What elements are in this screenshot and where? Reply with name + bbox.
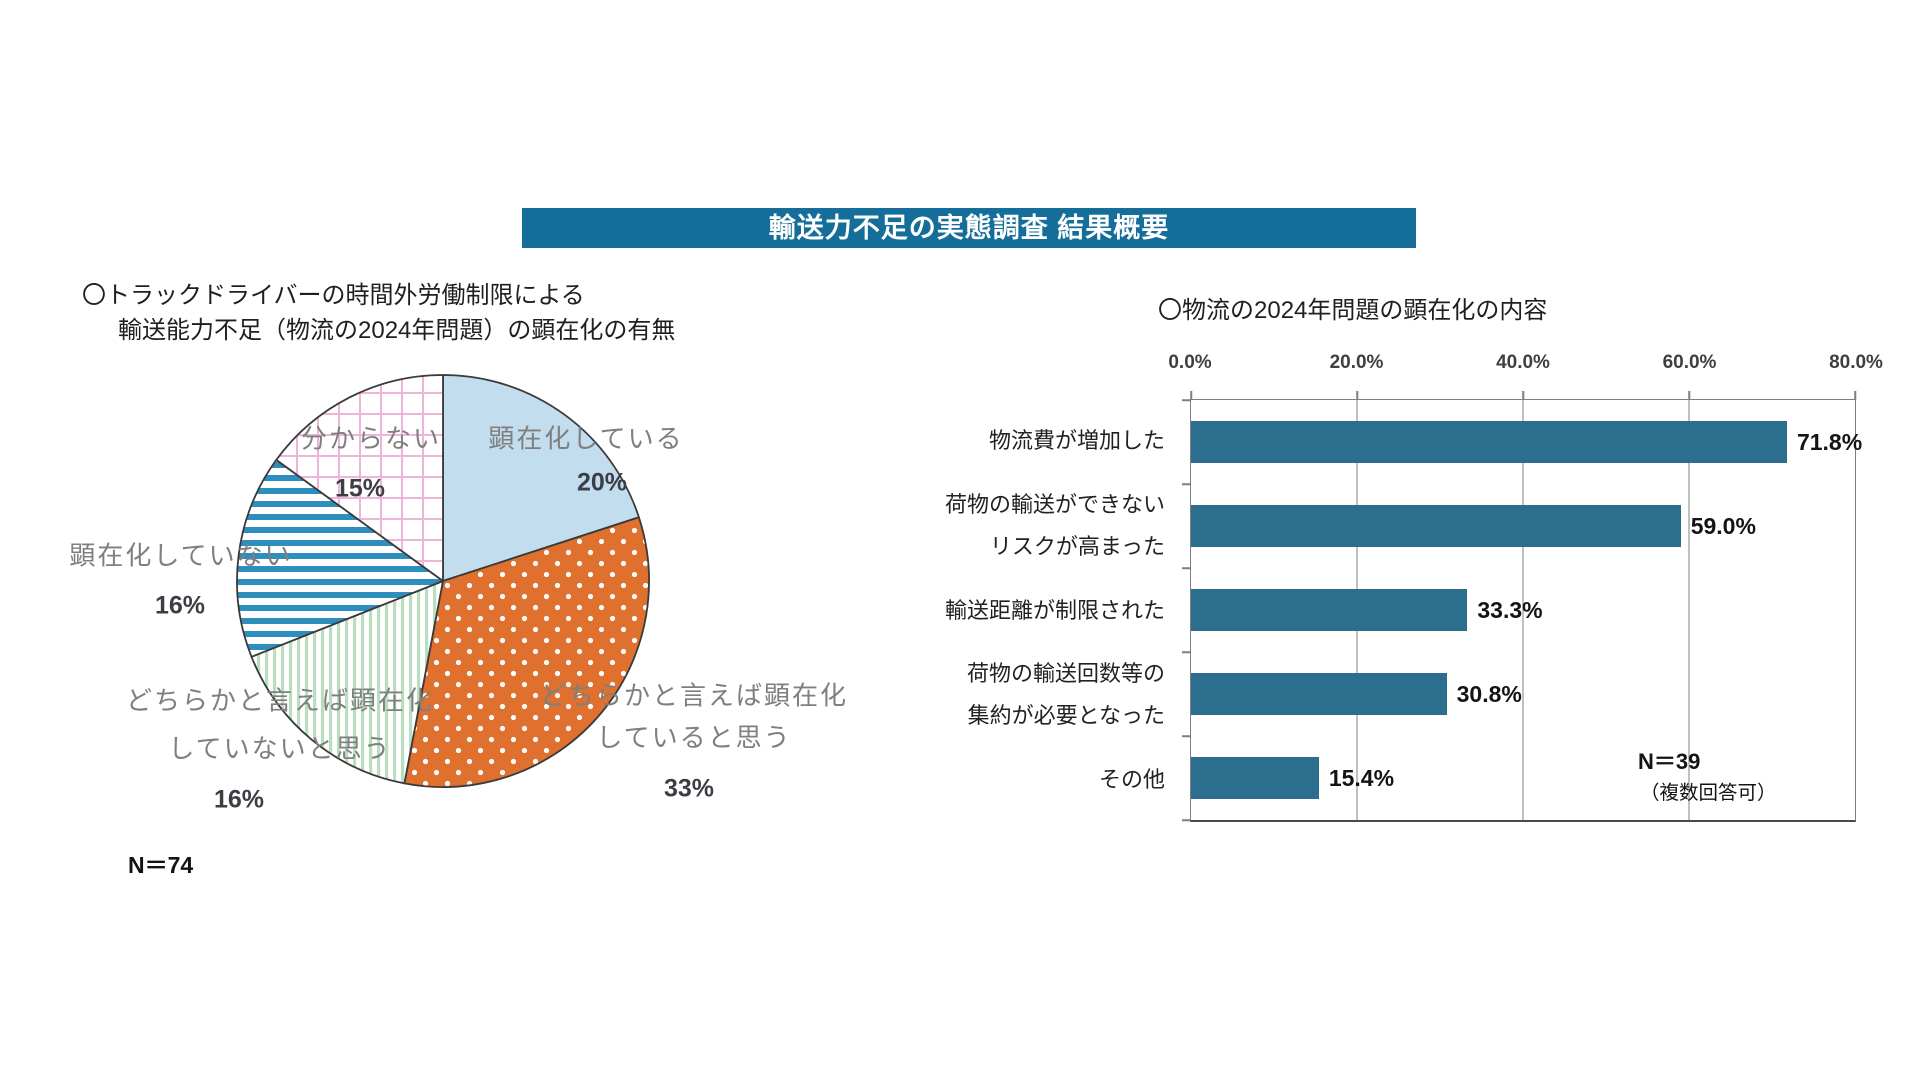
bar-row: 59.0% [1191, 484, 1855, 568]
pie-label-somewhat-line2: していると思う [596, 722, 792, 753]
y-tick-mark [1182, 735, 1191, 737]
bar-row: 15.4% [1191, 736, 1855, 820]
pie-label-manifest: 顕在化している [488, 423, 684, 454]
bar-sample-size: N＝39 [1638, 749, 1701, 774]
bar-category-label: 荷物の輸送回数等の 集約が必要となった [967, 653, 1165, 737]
pie-label-somewhat-not-line2: していないと思う [168, 733, 392, 764]
page-title-banner: 輸送力不足の実態調査 結果概要 [522, 208, 1416, 248]
bar-category-label: その他 [1099, 759, 1165, 801]
pie-pct-unknown: 15% [334, 474, 386, 503]
bar-chart-plot-area: 71.8% 59.0% 33.3% 30.8% 15.4% [1182, 391, 1862, 822]
bar-category-label-line: リスクが高まった [989, 533, 1165, 559]
x-tick-mark [1190, 391, 1192, 400]
pie-slice-0 [442, 374, 640, 582]
gridline [1522, 400, 1524, 820]
y-tick-mark [1182, 399, 1191, 401]
x-tick-label: 0.0% [1168, 352, 1212, 373]
bar [1191, 589, 1468, 631]
bar-value-label: 30.8% [1456, 680, 1522, 707]
bar [1191, 673, 1447, 715]
x-tick-mark [1356, 391, 1358, 400]
pie-pct-somewhat-not: 16% [213, 785, 265, 814]
bar-category-label-line: 物流費が増加した [988, 428, 1165, 454]
bar-row: 71.8% [1191, 400, 1862, 484]
x-tick-label: 20.0% [1329, 352, 1384, 373]
bar-value-label: 15.4% [1328, 764, 1395, 791]
bar-category-label: 物流費が増加した [989, 420, 1165, 462]
pie-chart [236, 374, 650, 788]
x-tick-mark [1854, 391, 1856, 400]
bar-category-label-line: 荷物の輸送ができない [944, 491, 1165, 517]
pie-pct-somewhat: 33% [663, 774, 715, 803]
gridline [1688, 400, 1690, 820]
bar-row: 30.8% [1191, 652, 1855, 736]
x-axis-tick-labels: 0.0% 20.0% 40.0% 60.0% 80.0% [1168, 352, 1883, 382]
bar-category-label-line: 輸送距離が制限された [944, 597, 1165, 623]
pie-label-unknown: 分からない [300, 423, 442, 454]
y-tick-mark [1182, 483, 1191, 485]
pie-label-not-manifest: 顕在化していない [69, 540, 293, 571]
y-tick-mark [1182, 651, 1191, 653]
bar-chart-title: 〇物流の2024年問題の顕在化の内容 [1158, 297, 1548, 324]
pie-label-somewhat-not-line1: どちらかと言えば顕在化 [125, 685, 435, 716]
bar-category-label-line: その他 [1098, 766, 1165, 792]
pie-pct-manifest: 20% [576, 468, 628, 497]
bar-value-label: 33.3% [1477, 596, 1543, 623]
x-tick-mark [1688, 391, 1690, 400]
bar-category-label-line: 荷物の輸送回数等の [966, 661, 1165, 687]
x-tick-label: 60.0% [1662, 352, 1717, 373]
bar-chart-note: N＝39 （複数回答可） [1638, 744, 1777, 805]
pie-sample-size: N＝74 [128, 852, 194, 878]
bar-category-labels: 物流費が増加した 荷物の輸送ができない リスクが高まった 輸送距離が制限された 荷物の輸… [915, 399, 1165, 822]
bar-value-label: 59.0% [1690, 512, 1756, 539]
bar [1191, 421, 1787, 463]
pie-slice-4 [275, 374, 444, 582]
y-tick-mark [1182, 567, 1191, 569]
bar-category-label-line: 集約が必要となった [967, 703, 1165, 729]
x-tick-label: 40.0% [1496, 352, 1550, 373]
y-tick-mark [1182, 819, 1191, 821]
pie-slice-1 [403, 516, 650, 788]
pie-chart-title: 〇トラックドライバーの時間外労働制限による 輸送能力不足（物流の2024年問題）… [82, 278, 675, 348]
pie-slice-2 [250, 580, 444, 785]
bar-category-label: 荷物の輸送ができないリスクが高まった [945, 484, 1165, 568]
x-tick-mark [1522, 391, 1524, 400]
pie-slice-3 [236, 459, 444, 658]
pie-chart-title-line1: 〇トラックドライバーの時間外労働制限による [82, 282, 585, 309]
bar [1191, 505, 1681, 547]
bar-category-label: 輸送距離が制限された [945, 590, 1165, 632]
pie-chart-title-line2: 輸送能力不足（物流の2024年問題）の顕在化の有無 [118, 317, 676, 344]
bar-multiple-answers-note: （複数回答可） [1640, 782, 1777, 804]
bar [1191, 757, 1319, 799]
bar-row: 33.3% [1191, 568, 1855, 652]
x-tick-label: 80.0% [1829, 352, 1883, 373]
pie-label-somewhat-line1: どちらかと言えば顕在化 [539, 680, 849, 711]
bar-value-label: 71.8% [1796, 428, 1863, 455]
pie-pct-not-manifest: 16% [154, 591, 206, 620]
